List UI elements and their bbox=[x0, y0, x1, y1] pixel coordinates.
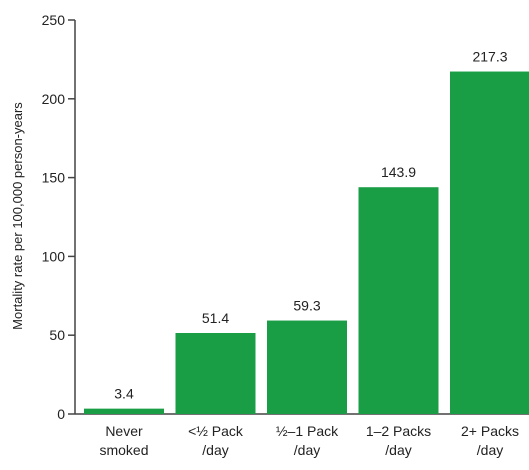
y-tick-label: 50 bbox=[49, 327, 65, 343]
bar bbox=[450, 71, 529, 414]
category-labels: Never smoked <½ Pack/day ½–1 Pack/day 1–2 Pa… bbox=[99, 423, 519, 458]
bar bbox=[267, 320, 347, 414]
y-tick-label: 100 bbox=[42, 248, 66, 264]
bar-value-label: 3.4 bbox=[114, 386, 134, 402]
bar bbox=[84, 408, 164, 414]
category-label: /day bbox=[294, 442, 320, 458]
category-label: Never bbox=[105, 423, 143, 439]
y-tick-label: 200 bbox=[42, 91, 66, 107]
y-tick-label: 0 bbox=[57, 406, 65, 422]
bars bbox=[84, 71, 529, 414]
y-axis-ticks: 0 50 100 150 200 250 bbox=[42, 12, 75, 422]
bar bbox=[175, 332, 256, 414]
bar-value-label: 51.4 bbox=[202, 310, 229, 326]
bar-value-label: 59.3 bbox=[293, 298, 320, 314]
category-label: <½ Pack bbox=[188, 423, 244, 439]
data-labels: 3.4 51.4 59.3 143.9 217.3 bbox=[114, 49, 507, 402]
y-tick-label: 150 bbox=[42, 170, 66, 186]
category-label: 2+ Packs bbox=[461, 423, 519, 439]
category-label: smoked bbox=[99, 442, 148, 458]
category-label: 1–2 Packs bbox=[366, 423, 431, 439]
category-label: /day bbox=[477, 442, 503, 458]
bar bbox=[358, 187, 439, 414]
category-label: ½–1 Pack bbox=[276, 423, 339, 439]
category-label: /day bbox=[385, 442, 411, 458]
y-axis-title: Mortality rate per 100,000 person-years bbox=[10, 102, 25, 330]
bar-value-label: 143.9 bbox=[381, 164, 416, 180]
category-label: /day bbox=[202, 442, 228, 458]
bar-value-label: 217.3 bbox=[472, 49, 507, 65]
y-tick-label: 250 bbox=[42, 12, 66, 28]
